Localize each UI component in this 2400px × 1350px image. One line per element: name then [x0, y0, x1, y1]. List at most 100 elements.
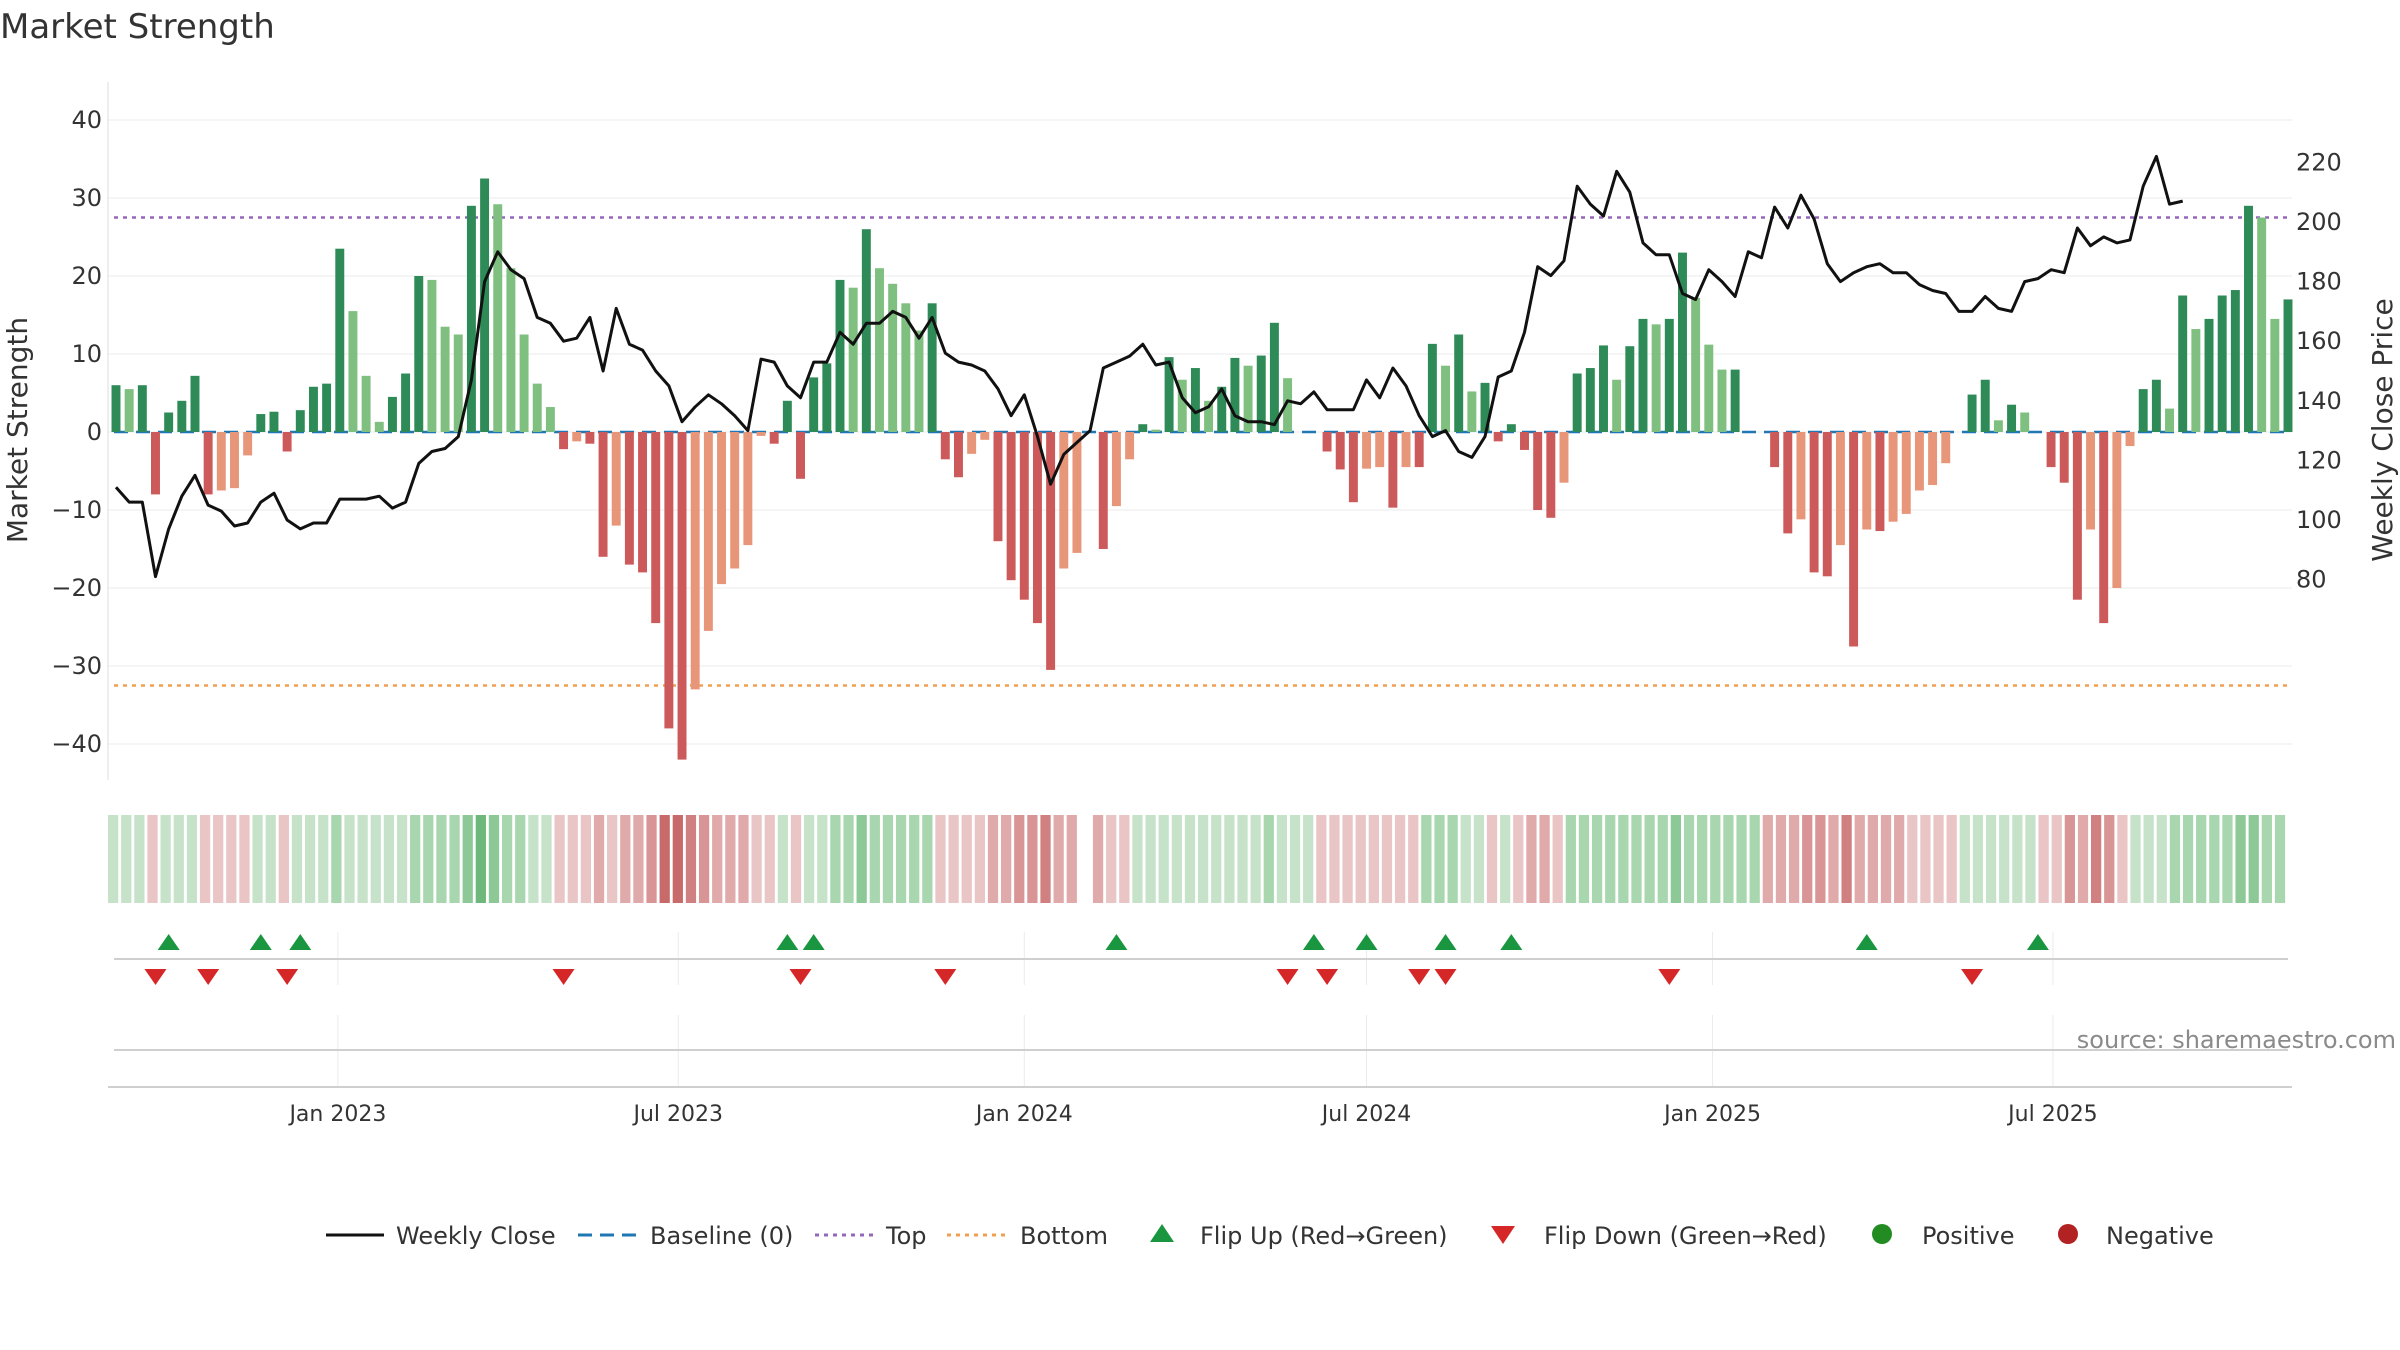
legend-label: Top	[885, 1222, 927, 1250]
strength-bar	[216, 432, 226, 491]
status-cell	[1276, 815, 1288, 903]
status-cell	[1106, 815, 1117, 903]
legend-label: Positive	[1922, 1222, 2015, 1250]
strength-bar	[2178, 295, 2188, 432]
strength-bar	[1164, 357, 1174, 432]
flip-down-marker	[1316, 969, 1339, 985]
strength-bar	[532, 383, 542, 432]
strength-bar	[782, 400, 792, 432]
flip-up-marker	[2026, 934, 2049, 950]
x-axis: Jan 2023 Jul 2023 Jan 2024 Jul 2024 Jan 2025…	[287, 1102, 2097, 1127]
strength-bar	[1204, 400, 1214, 432]
strength-bar	[401, 373, 411, 432]
strength-bar	[1664, 318, 1674, 432]
legend-item-weekly-close: Weekly Close	[326, 1222, 556, 1250]
status-cell	[410, 815, 421, 903]
strength-bar	[796, 432, 805, 479]
status-cell	[1316, 815, 1327, 903]
status-cell	[396, 815, 408, 903]
legend-item-negative: Negative	[2058, 1222, 2214, 1250]
y-tick-label: −40	[51, 730, 102, 758]
flip-markers-panel	[114, 932, 2288, 985]
legend-label: Baseline (0)	[650, 1222, 793, 1250]
flip-down-icon	[1491, 1226, 1515, 1244]
y2-tick-label: 180	[2296, 268, 2342, 296]
strength-bar	[980, 432, 990, 440]
strength-bar	[1111, 432, 1121, 507]
strength-bar	[1388, 432, 1398, 508]
status-cell	[344, 815, 355, 903]
strength-bar	[598, 432, 608, 557]
status-cell	[2051, 815, 2062, 903]
y2-tick-label: 80	[2296, 566, 2327, 594]
x-tick-label: Jan 2024	[974, 1102, 1073, 1127]
status-cell	[2222, 815, 2233, 903]
strength-bar	[2125, 432, 2135, 447]
strength-bar	[453, 334, 463, 432]
flip-up-marker	[249, 934, 272, 950]
status-cell	[252, 815, 263, 903]
status-cell	[462, 815, 473, 903]
status-cell	[1224, 815, 1235, 903]
status-cell	[843, 815, 854, 903]
legend-label: Weekly Close	[396, 1222, 556, 1250]
strength-bar	[2230, 290, 2240, 432]
status-cell	[2064, 815, 2075, 903]
strength-bar	[743, 432, 753, 546]
strength-bar	[2059, 432, 2069, 483]
strength-bar	[954, 432, 963, 478]
status-cell	[1053, 815, 1064, 903]
status-cell	[1605, 815, 1616, 903]
flip-up-icon	[1150, 1224, 1174, 1242]
status-cell	[528, 815, 539, 903]
status-cell	[1880, 815, 1892, 903]
strength-bar	[1638, 318, 1648, 432]
status-cell	[1092, 815, 1104, 903]
flip-up-marker	[776, 934, 799, 950]
strength-bar	[1348, 432, 1358, 503]
status-cell	[160, 815, 171, 903]
strength-bar	[1993, 420, 2003, 432]
status-cell	[1578, 815, 1590, 903]
strength-bar	[1190, 368, 1200, 432]
strength-bar	[940, 432, 950, 460]
strength-bar	[230, 432, 239, 489]
status-cell	[2261, 815, 2272, 903]
y-tick-label: 20	[71, 262, 102, 290]
status-cell	[895, 815, 907, 903]
status-cell	[1749, 815, 1760, 903]
strength-bar	[2112, 432, 2122, 588]
strength-bar	[1493, 432, 1503, 442]
flip-up-marker	[1434, 934, 1457, 950]
status-cell	[1263, 815, 1274, 903]
status-cell	[1289, 815, 1301, 903]
status-cell	[1079, 815, 1091, 903]
strength-bar	[1427, 343, 1437, 432]
status-cell	[383, 815, 395, 903]
status-cell	[633, 815, 644, 903]
source-note: source: sharemaestro.com	[2077, 1026, 2396, 1054]
status-cell	[423, 815, 434, 903]
status-cell	[2182, 815, 2194, 903]
status-cell	[2038, 815, 2049, 903]
reference-lines	[114, 216, 2292, 687]
x-tick-label: Jul 2025	[2006, 1102, 2098, 1127]
status-cell	[712, 815, 723, 903]
strength-bar	[1098, 432, 1108, 549]
flip-down-marker	[276, 969, 299, 985]
status-cell	[1342, 815, 1353, 903]
strength-bar	[1941, 432, 1951, 464]
status-cell	[698, 815, 710, 903]
status-cell	[1198, 815, 1209, 903]
strength-bar	[1046, 432, 1056, 670]
strength-bar	[2217, 295, 2227, 432]
strength-bar	[1559, 432, 1569, 483]
strength-bar	[1770, 432, 1780, 468]
strength-bar	[164, 412, 174, 432]
strength-bar	[387, 396, 397, 432]
strength-bar	[664, 432, 674, 729]
status-cell	[1775, 815, 1787, 903]
status-cell	[1014, 815, 1025, 903]
status-cell	[304, 815, 316, 903]
strength-bar	[822, 363, 832, 432]
